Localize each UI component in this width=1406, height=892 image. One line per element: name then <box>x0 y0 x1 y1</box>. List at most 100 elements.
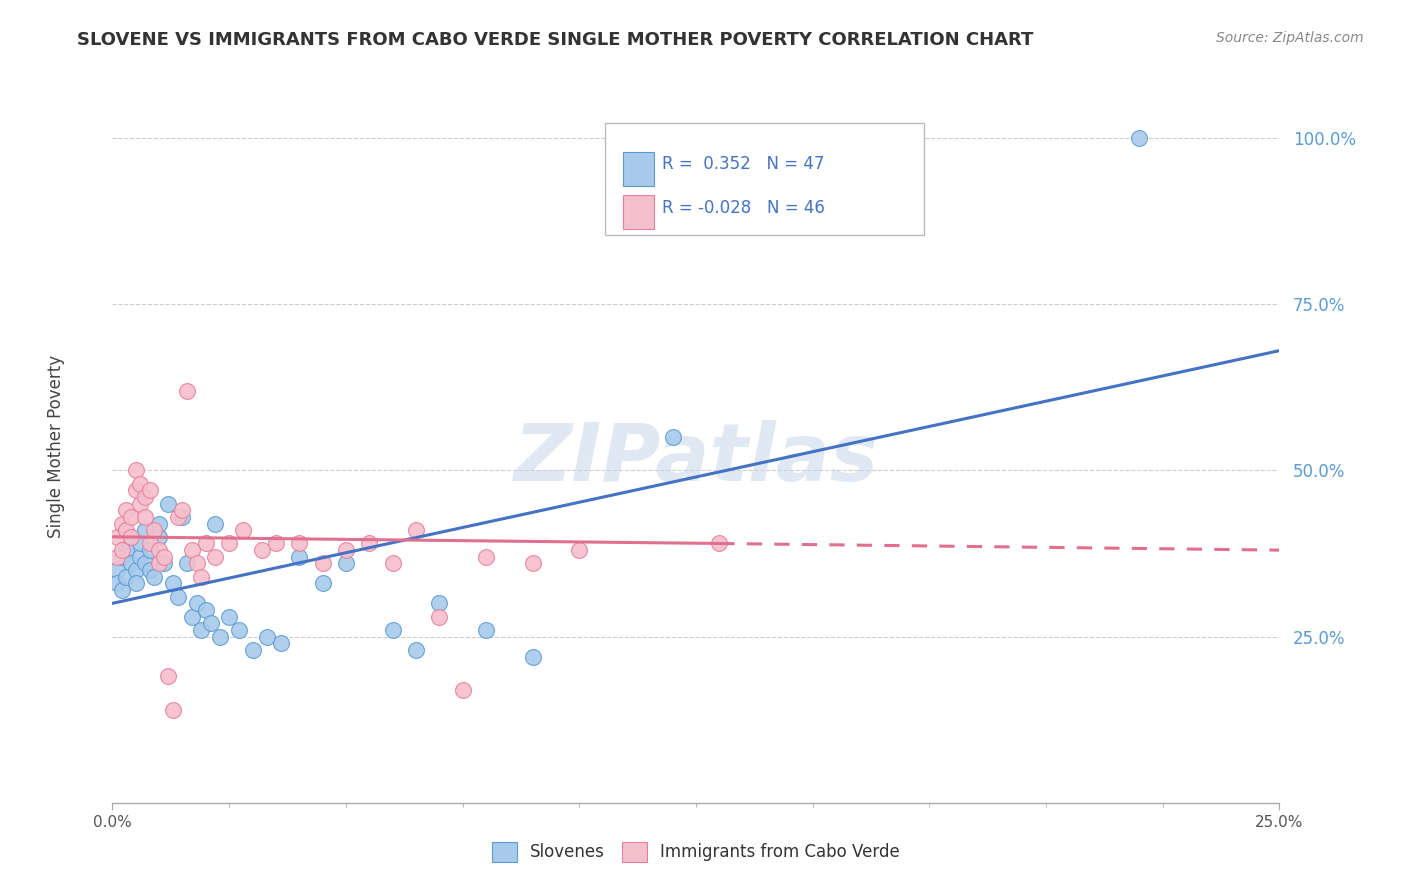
Point <box>153 549 176 564</box>
Text: Source: ZipAtlas.com: Source: ZipAtlas.com <box>1216 31 1364 45</box>
Point <box>120 530 142 544</box>
Point <box>153 557 176 571</box>
Point <box>475 549 498 564</box>
Point <box>134 509 156 524</box>
Point <box>180 609 202 624</box>
Point <box>172 503 194 517</box>
Point <box>105 563 128 577</box>
Point <box>522 649 544 664</box>
Point <box>115 523 138 537</box>
Point <box>180 543 202 558</box>
Point <box>232 523 254 537</box>
Point <box>186 557 208 571</box>
Point <box>139 563 162 577</box>
Point <box>218 609 240 624</box>
Point <box>405 523 427 537</box>
Point <box>190 570 212 584</box>
Point <box>256 630 278 644</box>
Point <box>139 483 162 498</box>
Point <box>120 509 142 524</box>
Point <box>208 630 231 644</box>
Point <box>218 536 240 550</box>
Point <box>186 596 208 610</box>
Point <box>125 563 148 577</box>
Point <box>120 557 142 571</box>
Point <box>661 430 683 444</box>
Point <box>166 509 188 524</box>
Point <box>129 536 152 550</box>
Point <box>111 549 134 564</box>
Point <box>129 549 152 564</box>
Point <box>125 463 148 477</box>
Point <box>129 497 152 511</box>
Text: R =  0.352   N = 47: R = 0.352 N = 47 <box>662 155 824 173</box>
Point <box>270 636 292 650</box>
Point <box>115 570 138 584</box>
Text: SLOVENE VS IMMIGRANTS FROM CABO VERDE SINGLE MOTHER POVERTY CORRELATION CHART: SLOVENE VS IMMIGRANTS FROM CABO VERDE SI… <box>77 31 1033 49</box>
Point <box>381 557 404 571</box>
Point <box>204 516 226 531</box>
Point <box>125 483 148 498</box>
Point <box>522 557 544 571</box>
Point <box>120 530 142 544</box>
Point <box>139 536 162 550</box>
Point <box>204 549 226 564</box>
Legend: Slovenes, Immigrants from Cabo Verde: Slovenes, Immigrants from Cabo Verde <box>485 835 907 869</box>
Point <box>176 384 198 398</box>
Point <box>148 543 170 558</box>
Text: ZIPatlas: ZIPatlas <box>513 420 879 498</box>
Point <box>311 557 333 571</box>
Point <box>427 596 450 610</box>
Point <box>111 543 134 558</box>
Point <box>111 516 134 531</box>
Point <box>139 543 162 558</box>
Point <box>125 576 148 591</box>
Point <box>709 536 731 550</box>
Point <box>194 536 217 550</box>
Point <box>288 549 311 564</box>
Point <box>148 557 170 571</box>
Point <box>288 536 311 550</box>
Point <box>405 643 427 657</box>
Point <box>115 543 138 558</box>
Point <box>250 543 273 558</box>
Point <box>359 536 381 550</box>
Point <box>190 623 212 637</box>
Point <box>228 623 250 637</box>
Point <box>176 557 198 571</box>
Point <box>1128 131 1150 145</box>
Point <box>134 557 156 571</box>
Point <box>134 490 156 504</box>
Point <box>115 503 138 517</box>
Point <box>311 576 333 591</box>
Point <box>451 682 474 697</box>
Point <box>200 616 222 631</box>
Point <box>166 590 188 604</box>
Point <box>129 476 152 491</box>
Point <box>105 530 128 544</box>
Text: Single Mother Poverty: Single Mother Poverty <box>48 354 65 538</box>
Point <box>335 543 357 558</box>
Point <box>134 523 156 537</box>
Point <box>475 623 498 637</box>
Point <box>172 509 194 524</box>
Point <box>143 570 166 584</box>
Point <box>162 703 184 717</box>
Text: R = -0.028   N = 46: R = -0.028 N = 46 <box>662 199 825 217</box>
Point <box>381 623 404 637</box>
Point <box>162 576 184 591</box>
Point <box>148 516 170 531</box>
Point <box>264 536 287 550</box>
Point <box>148 530 170 544</box>
Point <box>105 576 128 591</box>
Point <box>194 603 217 617</box>
Point <box>568 543 591 558</box>
Point <box>242 643 264 657</box>
Point <box>143 523 166 537</box>
Point <box>335 557 357 571</box>
Point <box>427 609 450 624</box>
Point <box>157 497 180 511</box>
Point <box>157 669 180 683</box>
Point <box>111 582 134 597</box>
Point <box>105 549 128 564</box>
